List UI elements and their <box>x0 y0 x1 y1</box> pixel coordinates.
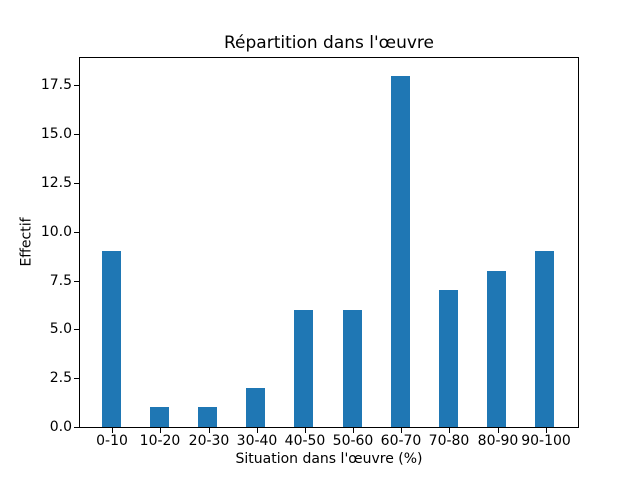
x-tick-mark <box>112 428 113 433</box>
x-tick-mark <box>401 428 402 433</box>
y-tick-mark <box>74 85 79 86</box>
x-axis-label: Situation dans l'œuvre (%) <box>235 451 423 467</box>
y-tick-label: 17.5 <box>40 77 72 93</box>
x-tick-label: 50-60 <box>332 433 374 449</box>
chart-title: Répartition dans l'œuvre <box>223 33 434 53</box>
y-tick-label: 0.0 <box>49 419 72 435</box>
x-tick-label: 80-90 <box>477 433 519 449</box>
y-tick-mark <box>74 427 79 428</box>
x-tick-mark <box>305 428 306 433</box>
x-tick-mark <box>498 428 499 433</box>
x-tick-label: 20-30 <box>188 433 230 449</box>
bar <box>294 310 314 427</box>
bar <box>342 310 362 427</box>
y-tick-label: 10.0 <box>40 224 72 240</box>
x-tick-label: 90-100 <box>521 433 571 449</box>
x-tick-label: 0-10 <box>96 433 128 449</box>
x-tick-label: 60-70 <box>380 433 422 449</box>
y-tick-mark <box>74 281 79 282</box>
bar <box>438 290 458 427</box>
x-tick-label: 70-80 <box>428 433 470 449</box>
y-tick-label: 15.0 <box>40 126 72 142</box>
plot-area <box>79 57 579 428</box>
bar <box>246 388 266 427</box>
y-tick-mark <box>74 329 79 330</box>
bar <box>390 76 410 427</box>
bar <box>487 271 507 427</box>
y-tick-label: 5.0 <box>49 321 72 337</box>
x-tick-label: 40-50 <box>284 433 326 449</box>
y-tick-label: 2.5 <box>49 370 72 386</box>
y-tick-mark <box>74 232 79 233</box>
y-tick-mark <box>74 183 79 184</box>
x-tick-mark <box>257 428 258 433</box>
bar <box>198 407 218 427</box>
y-tick-label: 12.5 <box>40 175 72 191</box>
x-tick-mark <box>160 428 161 433</box>
x-tick-mark <box>353 428 354 433</box>
x-tick-mark <box>546 428 547 433</box>
bar <box>535 251 555 427</box>
x-tick-label: 10-20 <box>139 433 181 449</box>
x-tick-mark <box>209 428 210 433</box>
y-tick-label: 7.5 <box>49 273 72 289</box>
bar <box>149 407 169 427</box>
y-tick-mark <box>74 378 79 379</box>
x-tick-mark <box>449 428 450 433</box>
x-tick-label: 30-40 <box>236 433 278 449</box>
y-tick-mark <box>74 134 79 135</box>
bar <box>101 251 121 427</box>
